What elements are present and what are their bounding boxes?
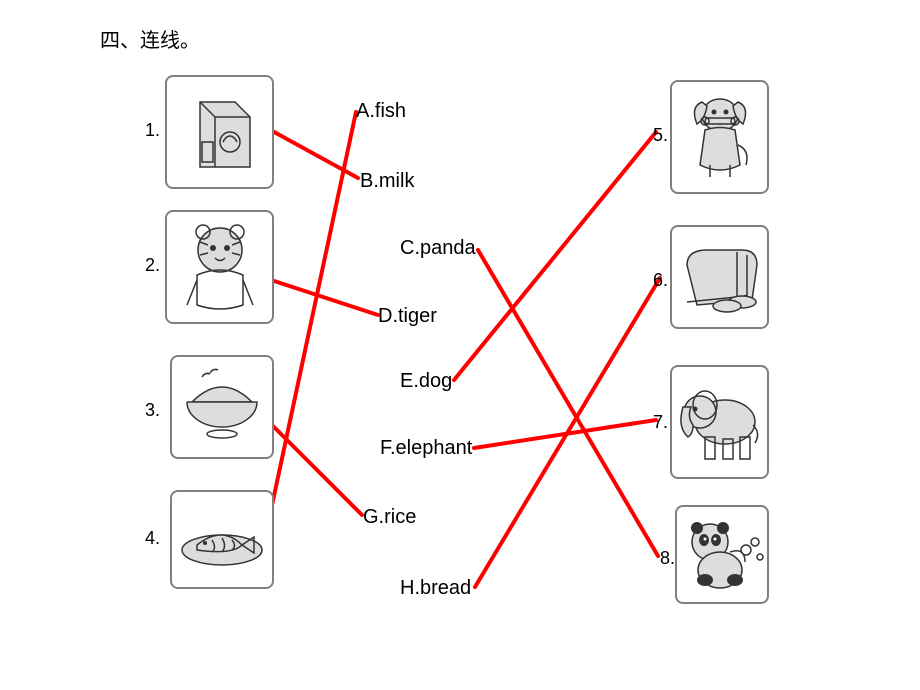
right-num-label: 7. [653, 412, 668, 433]
milk-icon [180, 87, 260, 177]
word-option: H.bread [400, 577, 471, 600]
right-image-frame-elephant [670, 365, 769, 479]
right-num-label: 8. [660, 548, 675, 569]
left-image-frame-milk [165, 75, 274, 189]
word-option: D.tiger [378, 305, 437, 328]
word-option: B.milk [360, 170, 414, 193]
left-image-frame-rice [170, 355, 274, 459]
word-option: C.panda [400, 237, 476, 260]
left-num-label: 2. [145, 255, 160, 276]
rice-icon [177, 367, 267, 447]
word-option: E.dog [400, 370, 452, 393]
word-option: G.rice [363, 506, 416, 529]
right-num-label: 6. [653, 270, 668, 291]
left-image-frame-tiger [165, 210, 274, 324]
right-num-label: 5. [653, 125, 668, 146]
left-num-label: 1. [145, 120, 160, 141]
right-image-frame-panda [675, 505, 769, 604]
bread-icon [677, 240, 762, 315]
tiger-icon [175, 220, 265, 315]
right-image-frame-dog [670, 80, 769, 194]
left-num-label: 4. [145, 528, 160, 549]
exercise-title: 四、连线。 [100, 24, 200, 53]
word-option: F.elephant [380, 437, 472, 460]
fish-icon [177, 505, 267, 575]
panda-icon [680, 512, 765, 597]
elephant-icon [675, 377, 765, 467]
word-option: A.fish [356, 100, 406, 123]
right-image-frame-bread [670, 225, 769, 329]
left-num-label: 3. [145, 400, 160, 421]
left-image-frame-fish [170, 490, 274, 589]
dog-icon [680, 90, 760, 185]
